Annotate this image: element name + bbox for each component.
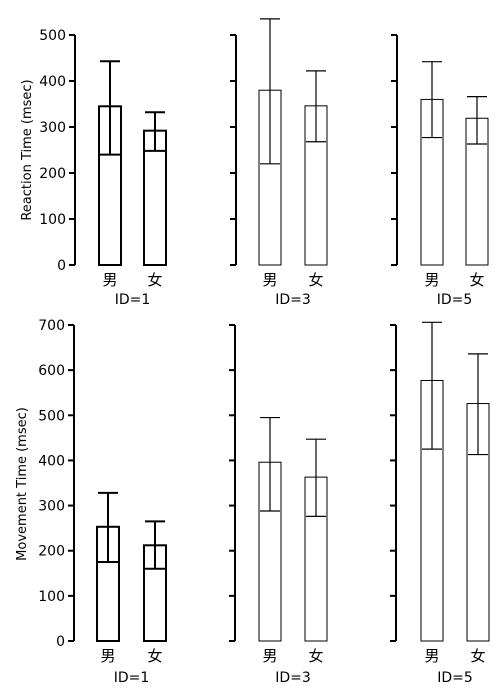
y-tick-label: 200 (39, 166, 66, 182)
category-label: 女 (308, 647, 323, 665)
group-label: ID=5 (437, 292, 473, 308)
y-tick-label: 500 (39, 28, 66, 44)
y-tick-label: 600 (38, 363, 65, 379)
group-label: ID=3 (275, 292, 311, 308)
group-label: ID=1 (114, 670, 150, 686)
category-label: 男 (262, 271, 277, 289)
group-label: ID=1 (115, 292, 151, 308)
y-tick-label: 100 (39, 212, 66, 228)
category-label: 男 (100, 647, 115, 665)
group-label: ID=3 (275, 670, 311, 686)
y-tick-label: 200 (38, 544, 65, 560)
category-label: 女 (308, 271, 323, 289)
y-tick-label: 0 (57, 258, 66, 274)
y-axis-label: Movement Time (msec) (15, 407, 30, 561)
category-label: 女 (147, 647, 162, 665)
y-tick-label: 500 (38, 408, 65, 424)
category-label: 女 (469, 271, 484, 289)
category-label: 男 (424, 271, 439, 289)
movement-time-chart: Movement Time (msec) 0 100 200 300 400 500 600… (15, 318, 490, 686)
y-axis-label: Reaction Time (msec) (20, 79, 35, 220)
y-tick-label: 0 (56, 634, 65, 650)
y-tick-label: 400 (39, 74, 66, 90)
y-tick-label: 300 (39, 120, 66, 136)
y-tick-label: 300 (38, 499, 65, 515)
category-label: 男 (102, 271, 117, 289)
y-tick-label: 700 (38, 318, 65, 334)
y-tick-label: 100 (38, 589, 65, 605)
category-label: 女 (147, 271, 162, 289)
y-tick-label: 400 (38, 453, 65, 469)
category-label: 男 (262, 647, 277, 665)
category-label: 女 (470, 647, 485, 665)
category-label: 男 (424, 647, 439, 665)
group-label: ID=5 (437, 670, 473, 686)
